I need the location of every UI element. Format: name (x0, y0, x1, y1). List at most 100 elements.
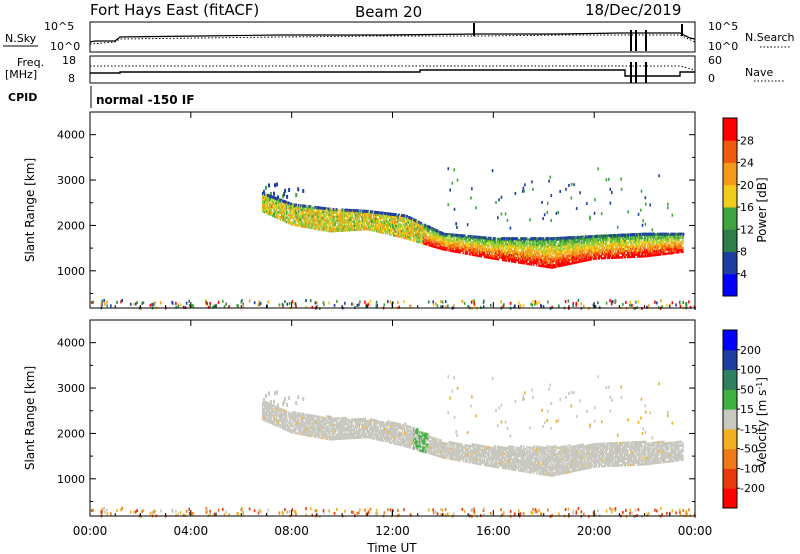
power-cell (406, 231, 408, 234)
power-cell (456, 225, 458, 229)
power-cell (543, 265, 545, 268)
power-cell (503, 240, 506, 244)
power-cell (527, 240, 529, 243)
power-cell (633, 253, 636, 256)
power-cell (376, 211, 379, 215)
power-cell (541, 240, 543, 243)
power-cell (217, 300, 220, 304)
power-cell (545, 249, 547, 252)
velocity-cell (261, 418, 264, 421)
power-cell (515, 252, 517, 255)
power-cell (265, 193, 268, 196)
power-cell (522, 243, 524, 246)
power-cell (368, 228, 371, 231)
power-cell (290, 206, 292, 209)
colorbar-segment (723, 273, 737, 297)
power-cell (500, 195, 503, 199)
power-cell (493, 241, 496, 244)
power-cell (464, 252, 466, 255)
power-cell (508, 253, 511, 257)
power-cell (343, 221, 345, 224)
power-cell (302, 206, 304, 210)
power-cell (470, 245, 472, 248)
power-cell (453, 235, 455, 239)
power-cell (511, 241, 514, 245)
power-cell (603, 234, 606, 237)
power-cell (401, 217, 403, 220)
power-cell (419, 224, 421, 228)
power-cell (455, 240, 457, 243)
power-cell (610, 240, 613, 243)
power-cell (397, 218, 399, 222)
power-cell (305, 205, 307, 208)
power-cell (346, 225, 348, 228)
power-cell (335, 215, 337, 218)
power-cell (566, 238, 568, 242)
power-cell (627, 249, 630, 253)
power-cell (471, 235, 473, 238)
power-cell (296, 205, 298, 209)
velocity-cell (276, 405, 278, 409)
power-cell (570, 239, 572, 243)
power-cell (280, 207, 282, 211)
power-cell (539, 252, 541, 255)
power-cell (520, 241, 522, 244)
power-cell (666, 234, 668, 237)
power-cell (460, 237, 462, 240)
power-cell (624, 233, 627, 237)
power-cell (475, 252, 477, 255)
power-cell (307, 211, 309, 215)
power-cell (674, 241, 676, 244)
power-cell (505, 257, 508, 260)
power-cell (590, 237, 592, 241)
power-cell (270, 210, 273, 213)
power-cell (359, 220, 362, 223)
power-cell (333, 227, 335, 231)
power-cell (572, 257, 574, 261)
power-cell (610, 234, 613, 238)
power-cell (530, 259, 532, 262)
power-cell (471, 245, 473, 248)
power-cell (602, 234, 605, 238)
power-cell (524, 239, 526, 243)
power-cell (593, 257, 595, 260)
power-cell (498, 239, 501, 243)
power-cell (483, 251, 486, 254)
power-cell (367, 215, 370, 219)
power-cell (312, 206, 314, 210)
power-cell (430, 244, 432, 247)
power-cell (307, 215, 309, 219)
power-cell (678, 251, 680, 254)
power-cell (473, 235, 476, 239)
power-cell (338, 217, 340, 220)
power-cell (396, 220, 398, 223)
power-cell (301, 223, 303, 226)
power-cell (340, 209, 342, 212)
power-cell (509, 243, 512, 247)
power-cell (620, 239, 623, 243)
power-cell (316, 219, 318, 223)
power-cell (641, 234, 643, 238)
power-cell (456, 248, 458, 252)
power-cell (555, 245, 557, 248)
power-cell (639, 234, 641, 238)
power-cell (456, 242, 458, 245)
velocity-cell (265, 415, 268, 419)
power-cell (401, 233, 403, 237)
power-cell (521, 261, 523, 265)
power-cell (367, 211, 370, 215)
power-cell (470, 236, 472, 240)
power-cell (450, 235, 452, 238)
power-cell (599, 251, 602, 254)
power-cell (347, 222, 349, 226)
power-cell (589, 254, 591, 257)
power-cell (489, 254, 492, 258)
power-cell (292, 215, 294, 218)
power-cell (619, 241, 622, 245)
power-cell (409, 223, 411, 227)
power-cell (633, 251, 636, 254)
power-cell (564, 243, 566, 246)
power-cell (481, 241, 484, 244)
power-cell (356, 224, 359, 227)
power-cell (315, 225, 317, 228)
